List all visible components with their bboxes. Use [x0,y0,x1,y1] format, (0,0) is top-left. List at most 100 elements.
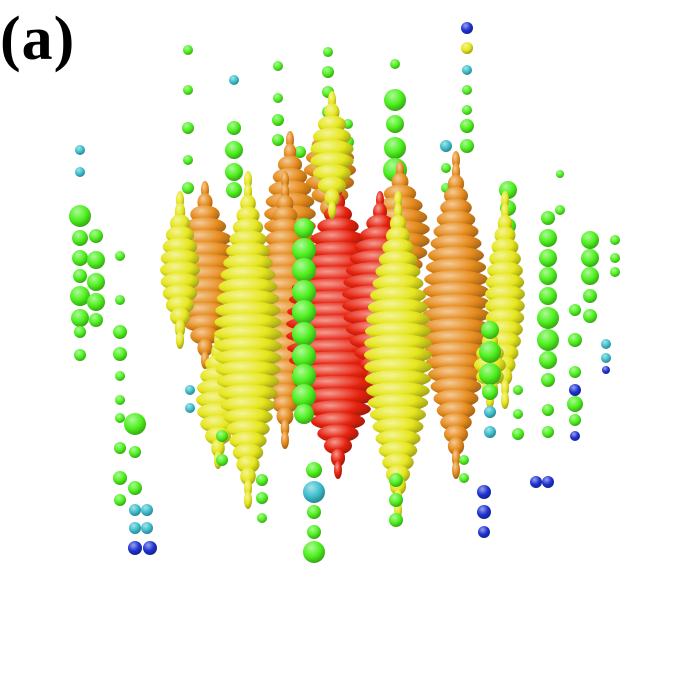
sphere-mid_low [75,145,85,155]
sphere-mid [610,235,620,245]
sphere-mid [87,273,105,291]
sphere-mid [183,85,193,95]
sphere-mid [87,251,105,269]
sphere-high [443,425,469,444]
sphere-mid [72,230,88,246]
sphere-mid_low [462,65,472,75]
sphere-mid_low [303,481,325,503]
sphere-mid [226,182,242,198]
sphere-column [272,61,284,146]
sphere-mid_high [382,453,414,472]
sphere-mid [87,293,105,311]
sphere-mid [272,134,284,146]
sphere-mid [113,347,127,361]
sphere-mid [292,280,316,304]
sphere-column [537,211,559,488]
sphere-mid_high [176,331,184,349]
sphere-low [530,476,542,488]
sphere-low [542,476,554,488]
sphere-mid [567,396,583,412]
sphere-mid [569,304,581,316]
sphere-mid [74,349,86,361]
sphere-low [143,541,157,555]
sphere-mid [294,404,314,424]
sphere-max [305,400,371,419]
sphere-column [567,304,583,441]
sphere-mid [71,309,89,327]
sphere-mid [537,329,559,351]
sphere-mid [292,300,316,324]
sphere-mid_low [601,339,611,349]
sphere-mid [389,473,403,487]
sphere-mid [292,364,316,388]
sphere-mid [256,474,268,486]
sphere-mid [542,426,554,438]
sphere-mid_high [501,391,509,409]
sphere-mid [384,137,406,159]
sphere-high [281,431,289,449]
sphere-mid [479,341,501,363]
sphere-mid [539,267,557,285]
sphere-mid_high [165,296,195,314]
sphere-mid [306,462,322,478]
sphere-mid [294,146,306,158]
sphere-low [461,22,473,34]
sphere-mid [539,351,557,369]
sphere-mid [292,322,316,346]
sphere-mid [225,141,243,159]
sphere-column [141,504,153,534]
sphere-mid [512,428,524,440]
sphere-max [317,424,359,443]
sphere-mid [610,253,620,263]
sphere-mid [114,494,126,506]
sphere-mid [581,249,599,267]
sphere-mid [581,231,599,249]
sphere-mid [69,205,91,227]
sphere-column [477,485,491,538]
sphere-mid [539,229,557,247]
sphere-max [310,412,366,431]
sphere-column [87,229,105,327]
sphere-mid [292,384,316,408]
sphere-mid [89,229,103,243]
sphere-mid [292,258,316,282]
sphere-mid [216,430,228,442]
sphere-column [479,321,501,438]
sphere-mid_low [129,504,141,516]
sphere-column [310,91,354,219]
sphere-mid [583,309,597,323]
sphere-column [389,473,403,527]
sphere-mid [539,287,557,305]
sphere-column [216,430,228,466]
sphere-mid_high [236,455,260,474]
sphere-mid [569,366,581,378]
sphere-mid_high [317,176,347,195]
sphere-mid_high [375,429,421,448]
sphere-high [452,461,460,479]
sphere-mid_low [229,75,239,85]
sphere-mid [482,384,498,400]
sphere-mid [390,59,400,69]
sphere-mid [128,481,142,495]
sphere-mid [272,114,284,126]
sphere-mid_high [328,201,336,219]
sphere-column [171,181,239,369]
sphere-high [272,395,298,414]
sphere-mid [481,321,499,339]
sphere-mid_high [229,431,267,450]
sphere-mid_low [141,522,153,534]
sphere-mid_low [440,140,452,152]
sphere-mid [70,286,90,306]
sphere-mid [513,385,523,395]
sphere-mid [129,446,141,458]
sphere-mid_low [141,504,153,516]
sphere-mid [541,211,555,225]
sphere-mid [462,105,472,115]
sphere-mid [460,119,474,133]
sphere-mid [307,505,321,519]
sphere-column [601,339,611,374]
sphere-mid [386,115,404,133]
sphere-mid [183,45,193,55]
sphere-mid [115,251,125,261]
